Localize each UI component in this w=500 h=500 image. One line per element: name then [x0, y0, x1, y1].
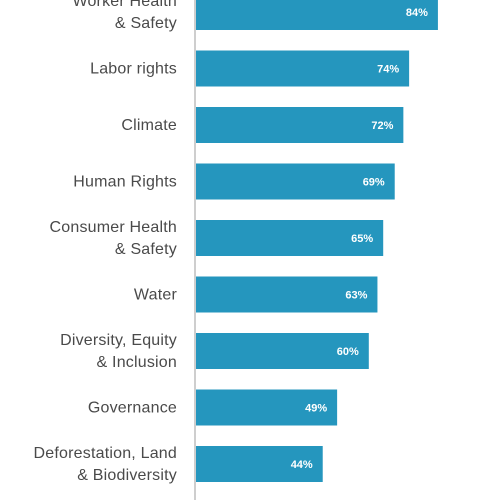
- category-label-line: & Biodiversity: [77, 467, 177, 484]
- data-label: 60%: [337, 346, 359, 358]
- category-label: Worker Health & Safety: [72, 0, 177, 32]
- category-label: Labor rights: [90, 61, 177, 78]
- data-label: 69%: [363, 177, 385, 189]
- bar: [196, 220, 384, 256]
- data-label: 72%: [371, 120, 393, 132]
- bar: [196, 50, 410, 87]
- category-label-line: Consumer Health: [50, 219, 178, 236]
- data-label: 44%: [291, 459, 313, 471]
- category-label-line: & Safety: [115, 241, 177, 258]
- category-label-line: Human Rights: [73, 174, 177, 191]
- bar: [196, 276, 378, 313]
- data-label: 84%: [406, 7, 428, 19]
- bar: [196, 389, 338, 426]
- category-label-line: & Inclusion: [97, 354, 177, 371]
- category-label-line: Diversity, Equity: [60, 332, 177, 349]
- data-label: 74%: [377, 64, 399, 76]
- category-label-line: Climate: [121, 117, 177, 134]
- category-label: Consumer Health & Safety: [50, 219, 178, 258]
- bar: [196, 163, 395, 200]
- data-label: 63%: [345, 290, 367, 302]
- category-label: Governance: [88, 400, 177, 417]
- category-label-line: Water: [134, 287, 178, 304]
- category-label-line: Deforestation, Land: [34, 445, 177, 462]
- category-label: Diversity, Equity & Inclusion: [60, 332, 177, 371]
- bar: [196, 446, 323, 482]
- data-label: 49%: [305, 403, 327, 415]
- category-label: Deforestation, Land & Biodiversity: [34, 445, 177, 484]
- category-label-line: & Safety: [115, 15, 177, 32]
- bar: [196, 0, 438, 30]
- category-label-line: Labor rights: [90, 61, 177, 78]
- category-label: Water: [134, 287, 178, 304]
- category-label-line: Worker Health: [72, 0, 177, 10]
- category-label: Climate: [121, 117, 177, 134]
- category-label: Human Rights: [73, 174, 177, 191]
- data-label: 65%: [351, 233, 373, 245]
- category-label-line: Governance: [88, 400, 177, 417]
- bar: [196, 333, 369, 369]
- bar: [196, 107, 404, 143]
